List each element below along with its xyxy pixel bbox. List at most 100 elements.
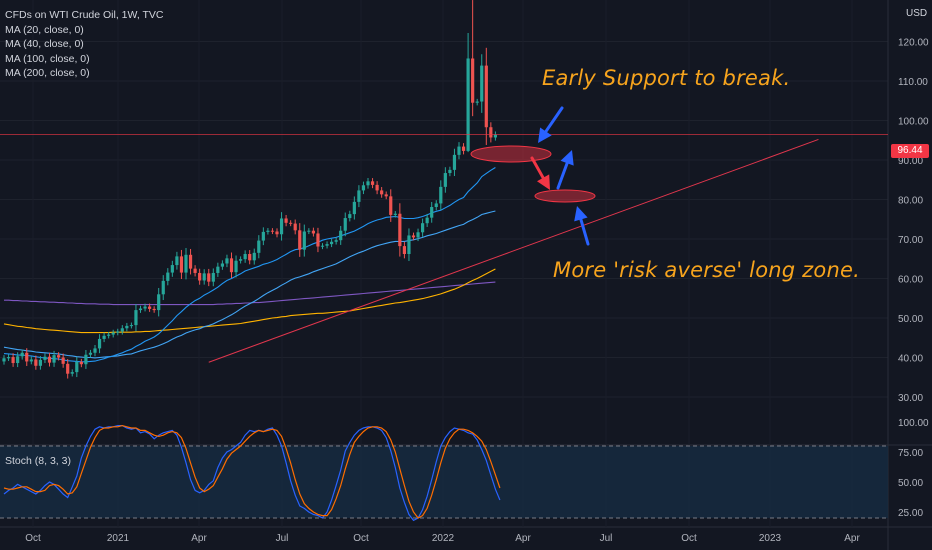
candle <box>70 369 74 377</box>
candle-body <box>407 235 411 255</box>
stoch-tick-label: 100.00 <box>898 418 929 429</box>
candle <box>148 303 152 312</box>
candle <box>179 249 184 279</box>
moving-averages <box>3 167 496 363</box>
candle <box>225 254 229 268</box>
candle <box>184 247 188 280</box>
early-support-annotation[interactable]: Early Support to break. <box>542 66 791 90</box>
candle <box>316 227 320 253</box>
candle-body <box>20 352 24 357</box>
arrow-to-long-zone <box>574 206 590 246</box>
candle-body <box>325 244 329 246</box>
candle <box>157 287 161 317</box>
candle-body <box>179 256 184 273</box>
candle-body <box>343 218 347 231</box>
arrow-up-from-zone <box>556 150 574 190</box>
candle <box>302 224 306 257</box>
candle <box>198 268 202 285</box>
candle <box>34 355 38 370</box>
candle <box>211 268 215 287</box>
candle <box>239 256 243 264</box>
ma200-legend[interactable]: MA (200, close, 0) <box>5 67 90 79</box>
price-tick-label: 40.00 <box>898 354 923 365</box>
candle <box>93 344 97 357</box>
price-tick-label: 90.00 <box>898 156 923 167</box>
candle-body <box>416 232 420 238</box>
candle <box>398 203 402 257</box>
candle <box>443 167 447 193</box>
candle-body <box>207 273 211 282</box>
candle <box>75 356 79 378</box>
candle <box>6 354 11 361</box>
candle-body <box>125 325 129 329</box>
candle-body <box>34 359 38 366</box>
candle <box>411 232 416 241</box>
candle-body <box>375 184 379 191</box>
candle <box>270 228 275 235</box>
candle-body <box>279 218 284 235</box>
candle-body <box>266 230 270 232</box>
candle-body <box>311 230 315 234</box>
candle <box>261 227 265 246</box>
candle <box>61 353 65 368</box>
stoch-legend[interactable]: Stoch (8, 3, 3) <box>5 455 71 467</box>
candle-body <box>184 254 188 273</box>
candle-body <box>75 361 79 373</box>
candle-body <box>198 272 202 281</box>
candle <box>279 212 284 241</box>
candle-body <box>275 231 279 235</box>
candle-body <box>11 357 15 364</box>
candle <box>220 260 224 270</box>
candle <box>289 220 293 227</box>
candle <box>493 131 497 141</box>
candle <box>129 322 133 329</box>
candle-body <box>47 356 52 363</box>
stoch-k-line <box>3 425 501 522</box>
ma40-legend[interactable]: MA (40, close, 0) <box>5 38 84 50</box>
candle-body <box>66 363 70 374</box>
candle-body <box>370 181 375 185</box>
candle <box>293 219 297 235</box>
ma100-legend[interactable]: MA (100, close, 0) <box>5 52 90 65</box>
candle-body <box>43 356 47 360</box>
ma100-line <box>3 268 496 334</box>
currency-label[interactable]: USD <box>906 8 928 19</box>
candle-body <box>289 222 293 224</box>
candle-body <box>316 233 320 247</box>
candle-body <box>284 218 288 223</box>
time-tick-label: Oct <box>25 533 41 544</box>
ma20-legend[interactable]: MA (20, close, 0) <box>5 23 84 36</box>
candle <box>138 305 143 313</box>
candle <box>471 0 475 117</box>
candle-body <box>157 294 161 311</box>
risk-averse-annotation[interactable]: More 'risk averse' long zone. <box>553 258 860 282</box>
candle-body <box>234 260 238 273</box>
candle <box>125 322 129 332</box>
candle-body <box>97 338 102 349</box>
candle-body <box>257 240 261 253</box>
candle <box>243 250 247 263</box>
stoch-pane <box>0 424 888 522</box>
candle-body <box>252 252 256 261</box>
arrow-shaft <box>544 106 564 133</box>
candle-body <box>148 306 152 309</box>
candle-body <box>366 181 370 186</box>
time-axis[interactable]: Oct 2021 Apr Jul Oct 2022 Apr Jul Oct 2023 Apr <box>25 533 860 544</box>
candle <box>66 358 70 379</box>
price-axis[interactable]: 30.00 40.00 50.00 60.00 70.00 80.00 90.00 100.0… <box>898 38 929 520</box>
candle-body <box>61 357 65 364</box>
candle <box>421 218 425 237</box>
candle-body <box>475 101 479 103</box>
candle <box>330 238 334 248</box>
candle-body <box>152 308 156 311</box>
candle-body <box>38 359 42 366</box>
time-tick-label: Jul <box>276 533 289 544</box>
price-tick-label: 80.00 <box>898 196 923 207</box>
candle-body <box>261 231 265 241</box>
price-tick-label: 120.00 <box>898 38 929 49</box>
symbol-title[interactable]: CFDs on WTI Crude Oil, 1W, TVC <box>5 9 164 21</box>
candle-body <box>307 230 311 232</box>
time-tick-label: Apr <box>844 533 860 544</box>
candle <box>11 353 15 367</box>
